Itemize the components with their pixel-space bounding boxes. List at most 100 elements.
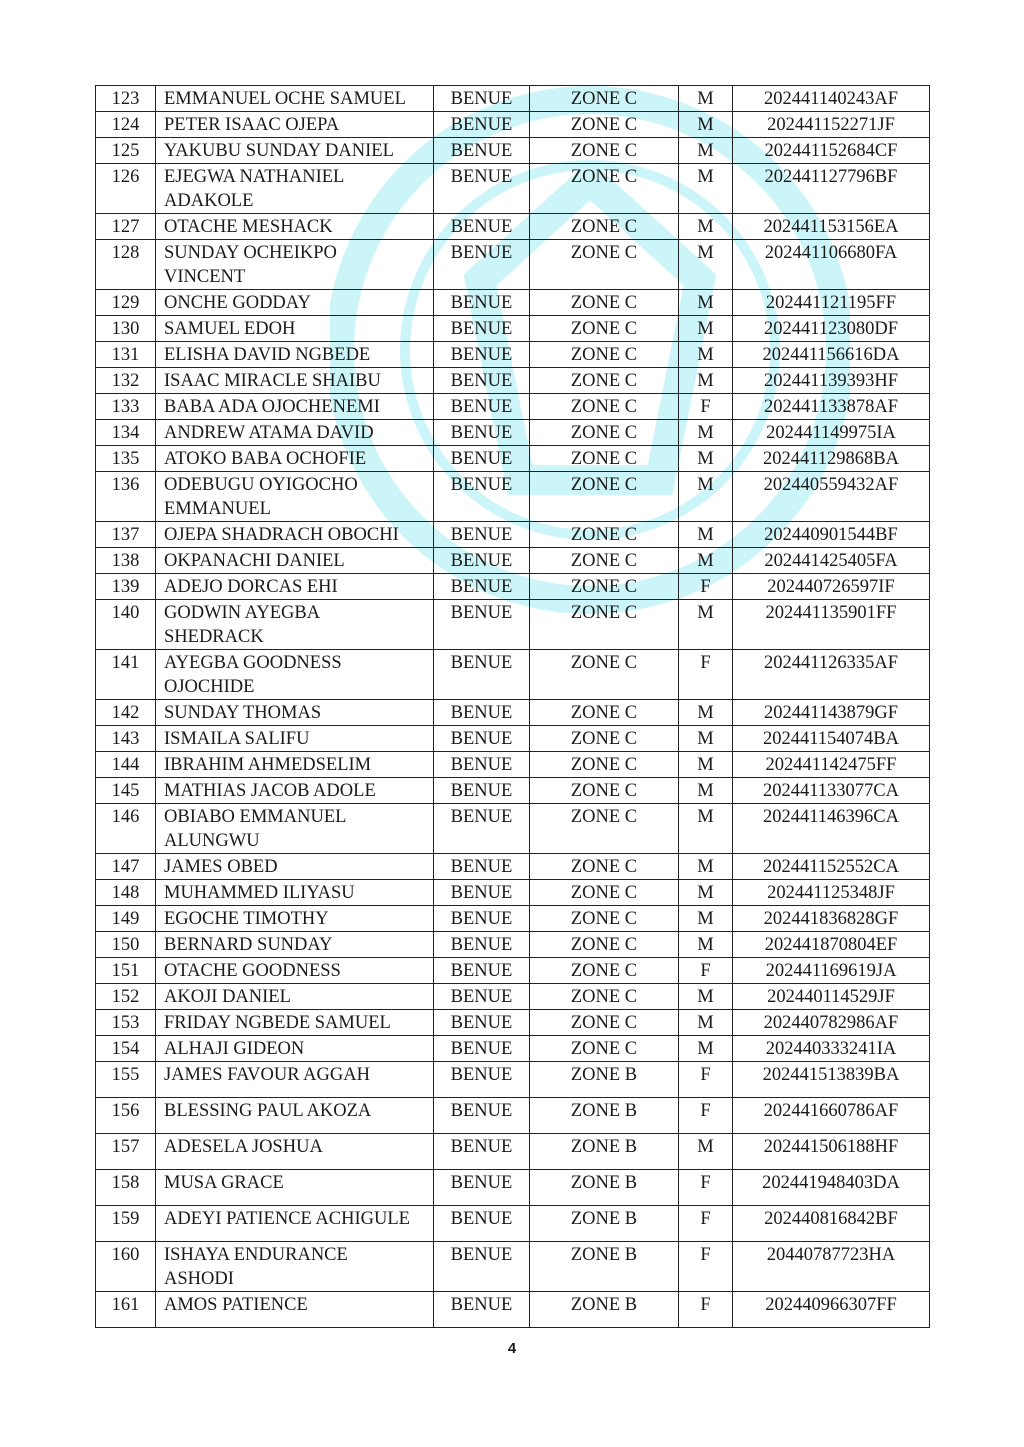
state-cell: BENUE bbox=[433, 599, 530, 650]
state-cell: BENUE bbox=[433, 1061, 530, 1098]
registration-id-cell: 202441425405FA bbox=[732, 547, 930, 574]
state-cell: BENUE bbox=[433, 289, 530, 316]
table-row: 161 AMOS PATIENCE BENUE ZONE B F 202440966307… bbox=[95, 1291, 930, 1328]
table-row: 159 ADEYI PATIENCE ACHIGULE BENUE ZONE B F 20… bbox=[95, 1205, 930, 1242]
gender-cell: F bbox=[678, 957, 733, 984]
registration-id-cell: 202441152552CA bbox=[732, 853, 930, 880]
state-cell: BENUE bbox=[433, 751, 530, 778]
table-row: 158 MUSA GRACE BENUE ZONE B F 202441948403DA bbox=[95, 1169, 930, 1206]
gender-cell: M bbox=[678, 751, 733, 778]
state-cell: BENUE bbox=[433, 983, 530, 1010]
row-number: 136 bbox=[95, 471, 156, 522]
row-number: 139 bbox=[95, 573, 156, 600]
zone-cell: ZONE C bbox=[529, 983, 679, 1010]
zone-cell: ZONE B bbox=[529, 1133, 679, 1170]
row-number: 127 bbox=[95, 213, 156, 240]
gender-cell: F bbox=[678, 1061, 733, 1098]
zone-cell: ZONE C bbox=[529, 213, 679, 240]
state-cell: BENUE bbox=[433, 905, 530, 932]
registration-id-cell: 202441152684CF bbox=[732, 137, 930, 164]
zone-cell: ZONE C bbox=[529, 751, 679, 778]
zone-cell: ZONE C bbox=[529, 393, 679, 420]
row-number: 128 bbox=[95, 239, 156, 290]
name-cell: AKOJI DANIEL bbox=[155, 983, 434, 1010]
name-cell: ADEJO DORCAS EHI bbox=[155, 573, 434, 600]
state-cell: BENUE bbox=[433, 367, 530, 394]
name-cell: IBRAHIM AHMEDSELIM bbox=[155, 751, 434, 778]
table-row: 139 ADEJO DORCAS EHI BENUE ZONE C F 202440726… bbox=[95, 573, 930, 600]
zone-cell: ZONE C bbox=[529, 905, 679, 932]
row-number: 124 bbox=[95, 111, 156, 138]
registration-id-cell: 202440726597IF bbox=[732, 573, 930, 600]
state-cell: BENUE bbox=[433, 163, 530, 214]
state-cell: BENUE bbox=[433, 1205, 530, 1242]
registration-id-cell: 202440816842BF bbox=[732, 1205, 930, 1242]
registration-id-cell: 202441139393HF bbox=[732, 367, 930, 394]
zone-cell: ZONE C bbox=[529, 445, 679, 472]
state-cell: BENUE bbox=[433, 1009, 530, 1036]
zone-cell: ZONE C bbox=[529, 573, 679, 600]
row-number: 152 bbox=[95, 983, 156, 1010]
participants-table: 123 EMMANUEL OCHE SAMUEL BENUE ZONE C M 20244… bbox=[95, 85, 930, 1328]
gender-cell: M bbox=[678, 777, 733, 804]
name-cell: ATOKO BABA OCHOFIE bbox=[155, 445, 434, 472]
registration-id-cell: 202441142475FF bbox=[732, 751, 930, 778]
registration-id-cell: 202441146396CA bbox=[732, 803, 930, 854]
gender-cell: F bbox=[678, 1241, 733, 1292]
gender-cell: M bbox=[678, 853, 733, 880]
row-number: 149 bbox=[95, 905, 156, 932]
registration-id-cell: 202441169619JA bbox=[732, 957, 930, 984]
registration-id-cell: 202441948403DA bbox=[732, 1169, 930, 1206]
name-cell: FRIDAY NGBEDE SAMUEL bbox=[155, 1009, 434, 1036]
row-number: 140 bbox=[95, 599, 156, 650]
name-cell: JAMES OBED bbox=[155, 853, 434, 880]
row-number: 131 bbox=[95, 341, 156, 368]
state-cell: BENUE bbox=[433, 853, 530, 880]
name-cell: AMOS PATIENCE bbox=[155, 1291, 434, 1328]
name-cell: MUHAMMED ILIYASU bbox=[155, 879, 434, 906]
table-row: 151 OTACHE GOODNESS BENUE ZONE C F 2024411696… bbox=[95, 957, 930, 984]
table-row: 150 BERNARD SUNDAY BENUE ZONE C M 20244187080… bbox=[95, 931, 930, 958]
state-cell: BENUE bbox=[433, 85, 530, 112]
zone-cell: ZONE B bbox=[529, 1205, 679, 1242]
row-number: 156 bbox=[95, 1097, 156, 1134]
row-number: 129 bbox=[95, 289, 156, 316]
registration-id-cell: 202441125348JF bbox=[732, 879, 930, 906]
gender-cell: F bbox=[678, 1097, 733, 1134]
state-cell: BENUE bbox=[433, 471, 530, 522]
name-cell: OJEPA SHADRACH OBOCHI bbox=[155, 521, 434, 548]
state-cell: BENUE bbox=[433, 1291, 530, 1328]
table-row: 142 SUNDAY THOMAS BENUE ZONE C M 202441143879… bbox=[95, 699, 930, 726]
name-cell: BERNARD SUNDAY bbox=[155, 931, 434, 958]
name-cell: ISAAC MIRACLE SHAIBU bbox=[155, 367, 434, 394]
registration-id-cell: 202441660786AF bbox=[732, 1097, 930, 1134]
gender-cell: F bbox=[678, 649, 733, 700]
row-number: 133 bbox=[95, 393, 156, 420]
name-cell: OKPANACHI DANIEL bbox=[155, 547, 434, 574]
gender-cell: M bbox=[678, 699, 733, 726]
state-cell: BENUE bbox=[433, 649, 530, 700]
name-cell: OTACHE MESHACK bbox=[155, 213, 434, 240]
state-cell: BENUE bbox=[433, 547, 530, 574]
gender-cell: F bbox=[678, 393, 733, 420]
registration-id-cell: 202441133077CA bbox=[732, 777, 930, 804]
table-row: 127 OTACHE MESHACK BENUE ZONE C M 20244115315… bbox=[95, 213, 930, 240]
row-number: 154 bbox=[95, 1035, 156, 1062]
registration-id-cell: 202441123080DF bbox=[732, 315, 930, 342]
row-number: 132 bbox=[95, 367, 156, 394]
state-cell: BENUE bbox=[433, 957, 530, 984]
gender-cell: M bbox=[678, 521, 733, 548]
state-cell: BENUE bbox=[433, 879, 530, 906]
name-cell: ODEBUGU OYIGOCHO EMMANUEL bbox=[155, 471, 434, 522]
state-cell: BENUE bbox=[433, 341, 530, 368]
name-cell: YAKUBU SUNDAY DANIEL bbox=[155, 137, 434, 164]
zone-cell: ZONE C bbox=[529, 649, 679, 700]
zone-cell: ZONE C bbox=[529, 111, 679, 138]
zone-cell: ZONE C bbox=[529, 725, 679, 752]
name-cell: ADEYI PATIENCE ACHIGULE bbox=[155, 1205, 434, 1242]
gender-cell: M bbox=[678, 1133, 733, 1170]
registration-id-cell: 202440966307FF bbox=[732, 1291, 930, 1328]
state-cell: BENUE bbox=[433, 803, 530, 854]
name-cell: BLESSING PAUL AKOZA bbox=[155, 1097, 434, 1134]
